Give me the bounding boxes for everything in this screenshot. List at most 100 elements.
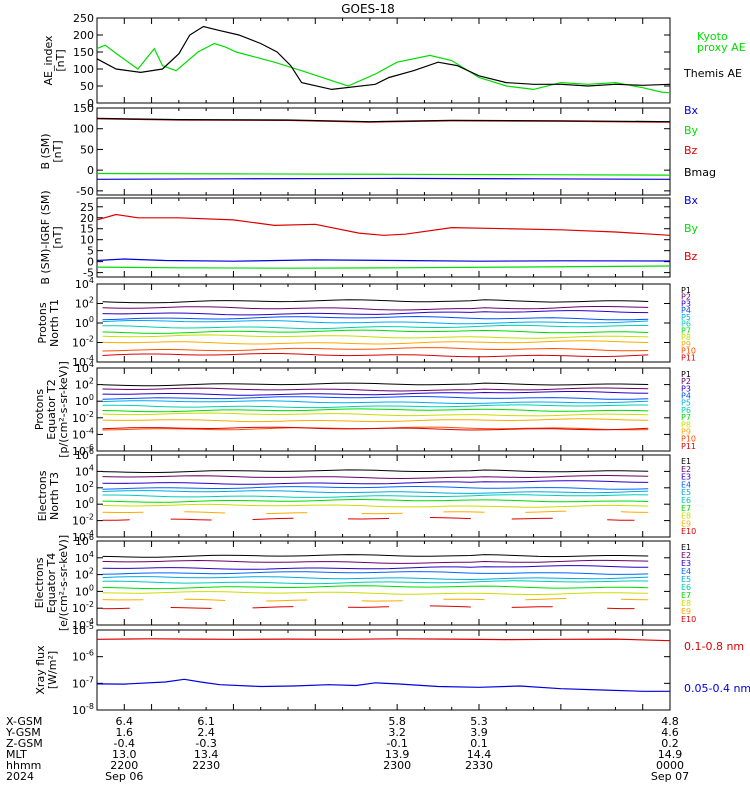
- legend-bz: Bz: [684, 144, 698, 157]
- panel-frame: [96, 629, 671, 711]
- orbit-value: 6.1: [197, 715, 215, 728]
- y-tick-label: 102: [75, 296, 94, 311]
- channel-label-e4: E4: [681, 567, 691, 576]
- orbit-row-label: X-GSM: [6, 715, 42, 728]
- channel-line-e10: [170, 518, 212, 521]
- y-tick-label: 0: [87, 97, 94, 110]
- orbit-row-label: 2024: [6, 770, 34, 783]
- orbit-value: 2300: [383, 759, 411, 772]
- orbit-row-label: Z-GSM: [6, 737, 43, 750]
- channel-line-p11: [102, 353, 649, 358]
- orbit-value: 2200: [110, 759, 138, 772]
- channel-label-e9: E9: [681, 519, 691, 528]
- orbit-value: 14.9: [658, 748, 683, 761]
- orbit-value: Sep 06: [105, 770, 143, 783]
- panel-frame: [96, 367, 671, 452]
- channel-line-e1: [102, 554, 649, 558]
- channel-label-p4: P4: [681, 306, 691, 315]
- y-axis-label: B (SM)[nT]: [39, 133, 64, 169]
- y-tick-label: 10-5: [72, 622, 94, 637]
- channel-line-p9: [102, 340, 649, 345]
- channel-line-e10: [252, 606, 294, 609]
- channel-line-e3: [102, 565, 649, 570]
- channel-line-p8: [102, 412, 649, 417]
- y-tick-label: 25: [80, 201, 94, 214]
- channel-line-e9: [620, 511, 649, 513]
- panel-frame: [96, 17, 671, 104]
- legend-0-05-0-4-nm: 0.05-0.4 nm: [684, 682, 750, 695]
- legend-bx: Bx: [684, 194, 699, 207]
- series-line-bx: [96, 177, 671, 180]
- channel-label-e7: E7: [681, 591, 691, 600]
- channel-line-e2: [102, 474, 649, 480]
- channel-label-p9: P9: [681, 340, 691, 349]
- y-tick-label: 104: [75, 463, 94, 478]
- y-tick-label: 100: [75, 393, 94, 408]
- orbit-value: 5.3: [470, 715, 488, 728]
- channel-label-e3: E3: [681, 473, 691, 482]
- orbit-value: 13.4: [194, 748, 219, 761]
- orbit-value: Sep 07: [651, 770, 689, 783]
- channel-label-p11: P11: [681, 442, 696, 451]
- y-tick-label: 100: [75, 496, 94, 511]
- channel-line-p3: [102, 391, 649, 396]
- channel-line-e7: [102, 498, 649, 503]
- channel-label-p8: P8: [681, 420, 691, 429]
- orbit-value: -0.4: [114, 737, 135, 750]
- y-tick-label: 100: [73, 63, 94, 76]
- channel-label-p10: P10: [681, 347, 696, 356]
- y-tick-label: 10-4: [72, 617, 94, 632]
- channel-label-p5: P5: [681, 313, 691, 322]
- channel-label-p1: P1: [681, 370, 691, 379]
- series-line-by: [96, 265, 671, 269]
- channel-line-e4: [102, 485, 649, 490]
- orbit-value: 14.4: [467, 748, 492, 761]
- orbit-value: 3.2: [388, 726, 406, 739]
- y-tick-label: -5: [83, 267, 94, 280]
- legend-bx: Bx: [684, 104, 699, 117]
- y-tick-label: 200: [73, 29, 94, 42]
- channel-line-e6: [102, 494, 649, 498]
- orbit-value: 3.9: [470, 726, 488, 739]
- orbit-value: 13.0: [112, 748, 137, 761]
- channel-line-e9: [620, 598, 649, 601]
- y-tick-label: 10-2: [72, 600, 94, 615]
- legend-by: By: [684, 222, 699, 235]
- y-tick-label: 102: [75, 567, 94, 582]
- channel-line-e10: [511, 517, 553, 520]
- channel-label-p4: P4: [681, 392, 691, 401]
- channel-line-p9: [102, 418, 649, 423]
- channel-line-e10: [102, 519, 130, 521]
- channel-line-e7: [102, 585, 649, 590]
- y-tick-label: 10-4: [72, 426, 94, 441]
- channel-line-e9: [525, 598, 567, 601]
- channel-label-e5: E5: [681, 575, 691, 584]
- channel-line-e10: [347, 517, 390, 520]
- y-tick-label: 102: [75, 480, 94, 495]
- legend-by: By: [684, 124, 699, 137]
- channel-line-e2: [102, 559, 649, 564]
- channel-line-p6: [102, 324, 649, 330]
- channel-line-e10: [429, 517, 471, 520]
- y-tick-label: 104: [75, 360, 94, 375]
- channel-line-p3: [102, 310, 649, 316]
- channel-line-p6: [102, 404, 649, 409]
- y-axis-label: ProtonsEquator T2[p/(cm²-s-sr-keV)]: [33, 361, 70, 458]
- panel-protons_north: 10-4 10-2 100 102 104 ProtonsNorth T1 P1P2P3P4…: [36, 276, 696, 369]
- channel-line-p1: [102, 382, 649, 387]
- channel-label-e2: E2: [681, 551, 691, 560]
- orbit-table: X-GSM 6.4 6.1 5.8 5.3 4.8 Y-GSM 1.6 2.4 3.2 3.9 4.6…: [5, 715, 689, 783]
- y-tick-label: 100: [75, 315, 94, 330]
- channel-line-e10: [170, 607, 212, 609]
- channel-label-e3: E3: [681, 559, 691, 568]
- channel-label-p2: P2: [681, 293, 691, 302]
- y-tick-label: 10-4: [72, 354, 94, 369]
- channel-label-e8: E8: [681, 512, 691, 521]
- channel-line-e9: [266, 512, 308, 515]
- channel-line-p7: [102, 408, 649, 413]
- channel-label-p3: P3: [681, 299, 691, 308]
- y-tick-label: 104: [75, 276, 94, 291]
- channel-line-p4: [102, 395, 649, 400]
